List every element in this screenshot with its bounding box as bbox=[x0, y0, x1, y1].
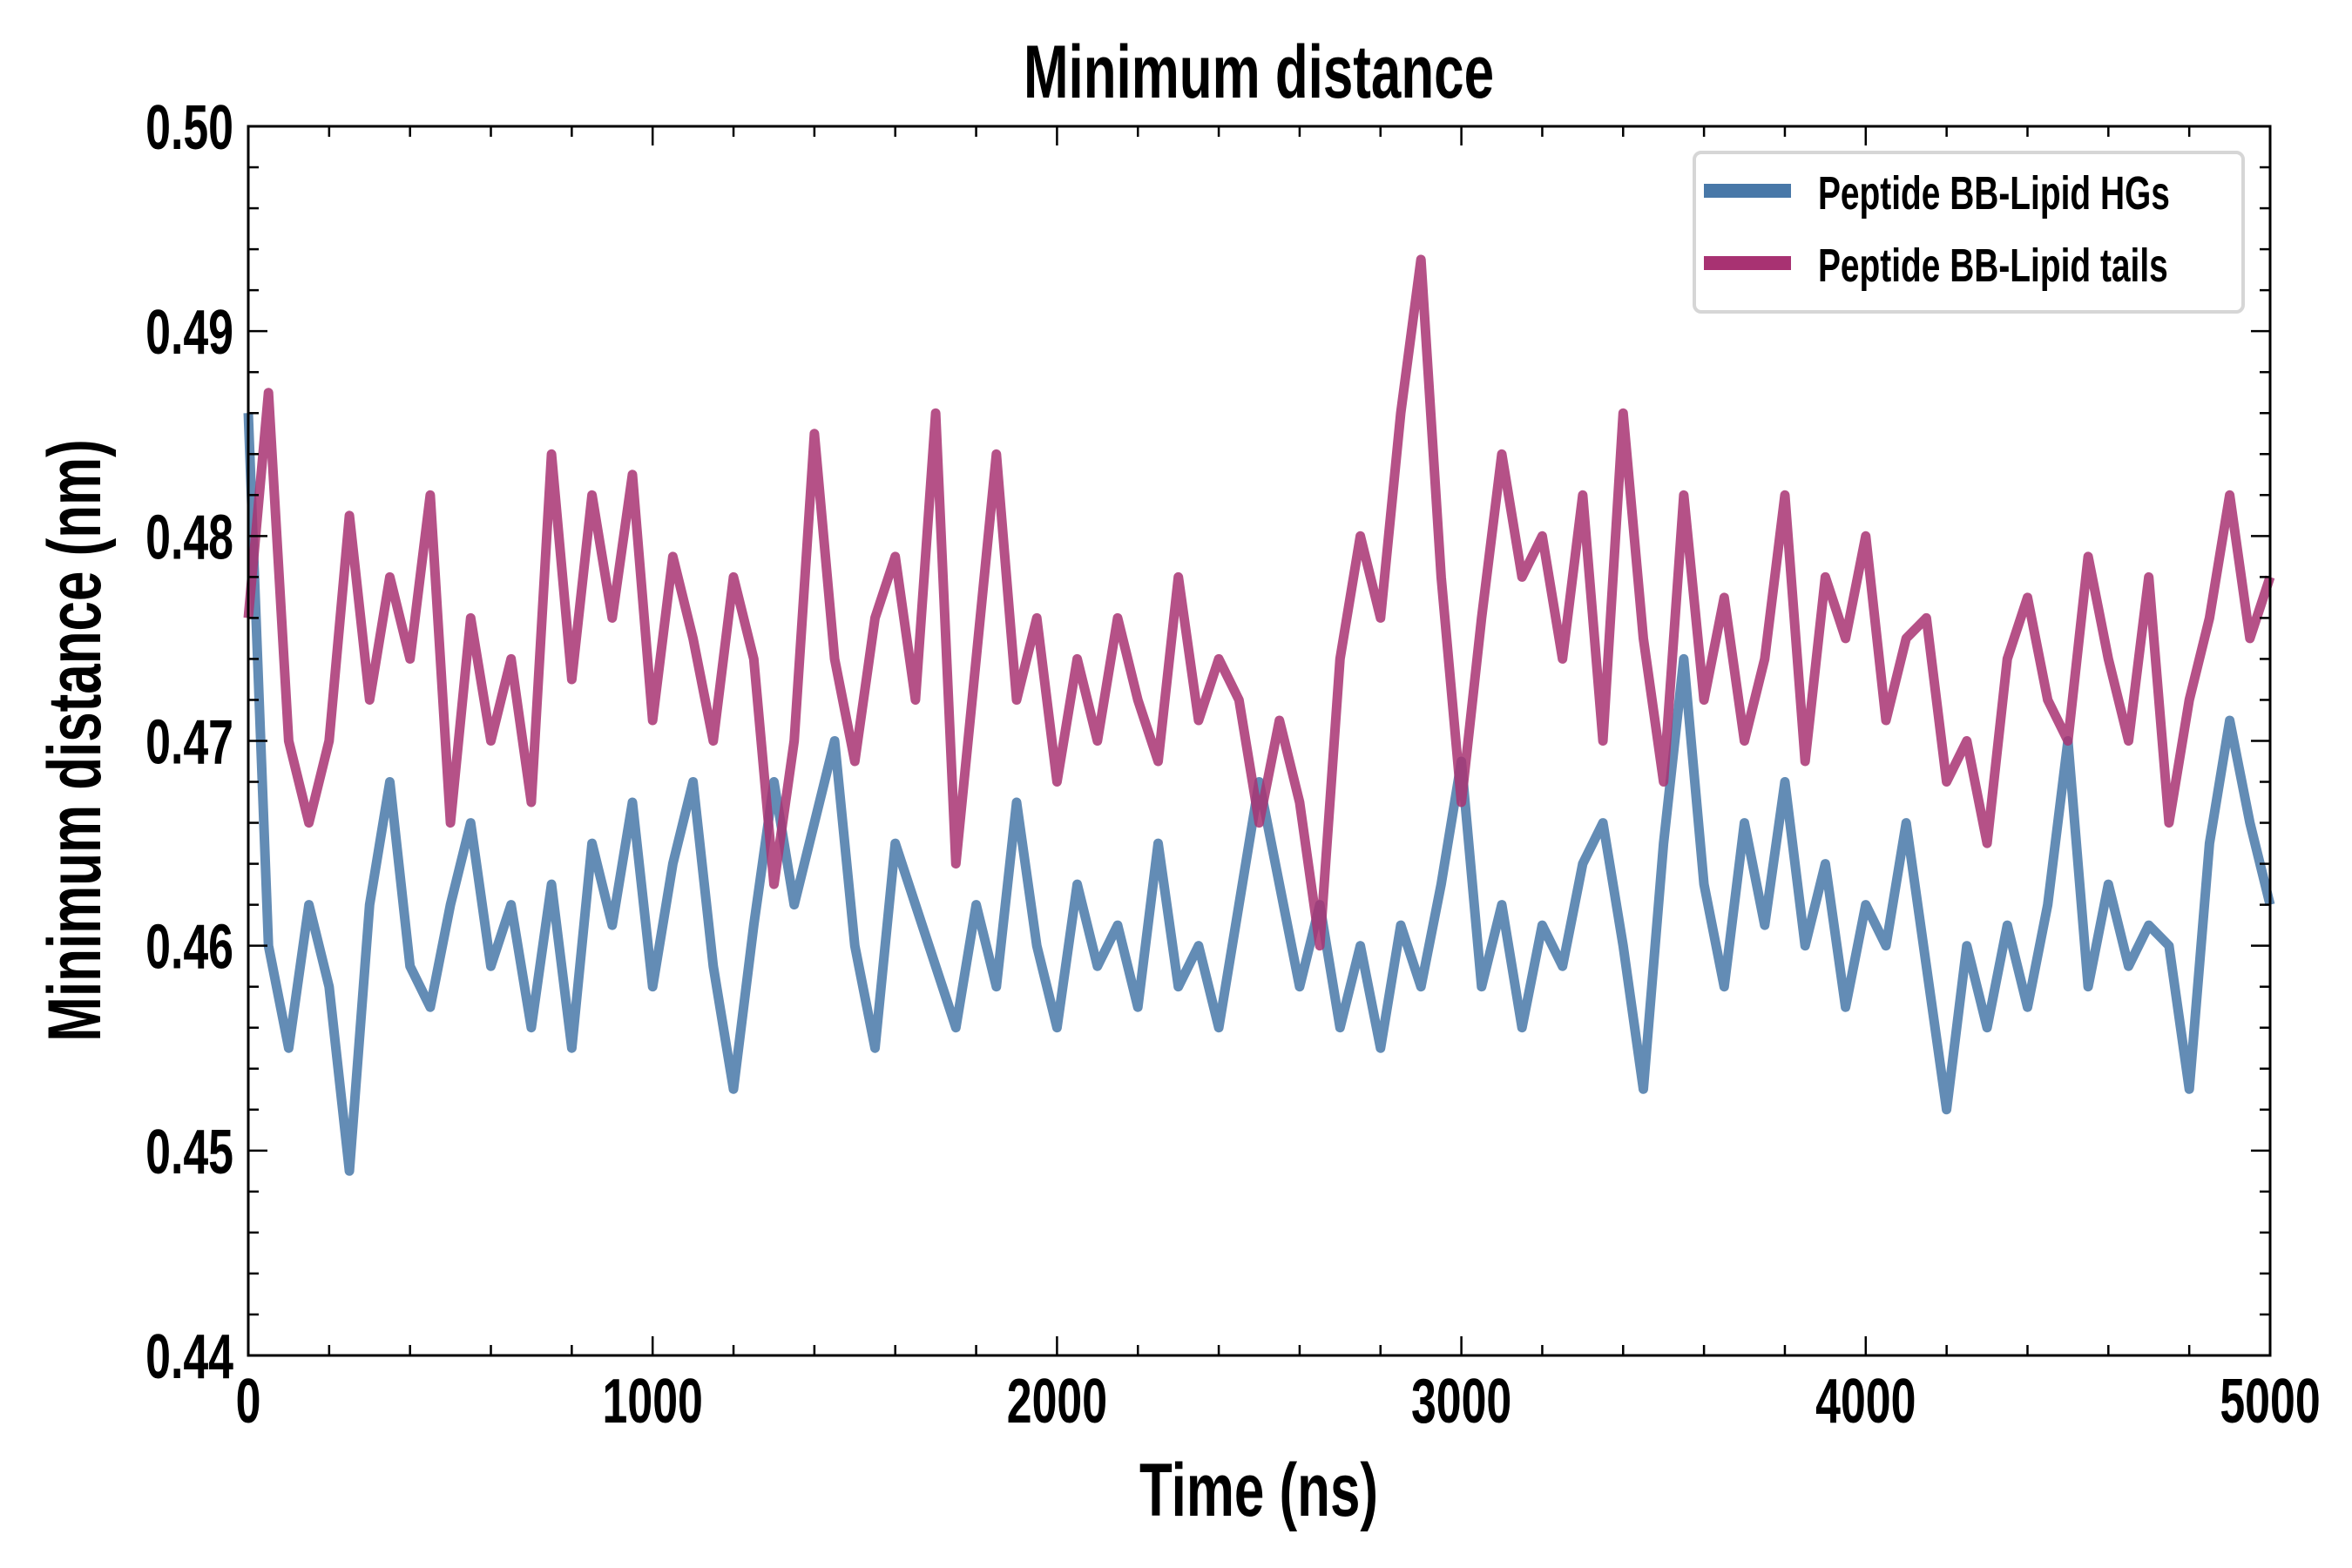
x-tick-label: 5000 bbox=[2220, 1367, 2320, 1436]
y-axis-label: Minimum distance (nm) bbox=[32, 439, 116, 1041]
x-tick-label: 4000 bbox=[1815, 1367, 1916, 1436]
y-tick-label: 0.47 bbox=[145, 707, 233, 777]
y-tick-label: 0.50 bbox=[145, 93, 233, 163]
y-tick-label: 0.44 bbox=[145, 1322, 233, 1392]
x-tick-label: 1000 bbox=[603, 1367, 703, 1436]
series-layer bbox=[243, 254, 2275, 1176]
chart-title: Minimum distance bbox=[1024, 30, 1494, 113]
y-tick-label: 0.45 bbox=[145, 1118, 233, 1187]
y-tick-label: 0.49 bbox=[145, 298, 233, 368]
x-tick-label: 2000 bbox=[1007, 1367, 1107, 1436]
series-line-1 bbox=[243, 254, 2275, 951]
x-tick-label: 3000 bbox=[1411, 1367, 1511, 1436]
ticks-layer: 0 1000 2000 3000 4000 5000 0.44 0.45 0.46 0.47 0.4… bbox=[145, 93, 2321, 1436]
series-line-0 bbox=[243, 412, 2275, 1176]
legend-label-hgs: Peptide BB-Lipid HGs bbox=[1818, 166, 2170, 220]
x-axis-label: Time (ns) bbox=[1139, 1448, 1378, 1531]
y-tick-label: 0.46 bbox=[145, 912, 233, 982]
legend: Peptide BB-Lipid HGs Peptide BB-Lipid ta… bbox=[1693, 151, 2245, 314]
x-tick-label: 0 bbox=[236, 1367, 261, 1436]
legend-label-tails: Peptide BB-Lipid tails bbox=[1818, 239, 2168, 292]
legend-box bbox=[1693, 151, 2245, 314]
y-tick-label: 0.48 bbox=[145, 503, 233, 572]
